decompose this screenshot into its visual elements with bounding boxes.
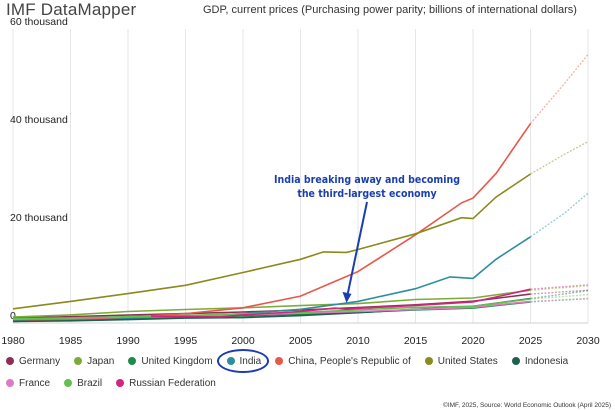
- y-tick-label: 0: [10, 310, 16, 322]
- legend-swatch: [6, 357, 14, 365]
- x-tick-label: 2025: [519, 335, 543, 347]
- y-tick-label: 60 thousand: [10, 16, 68, 28]
- series-line: [12, 289, 531, 318]
- legend-item[interactable]: Russian Federation: [116, 378, 216, 389]
- annotation-arrowhead: [342, 291, 352, 303]
- legend-label: France: [19, 377, 51, 389]
- series-line-projection: [530, 297, 589, 303]
- x-tick-label: 1995: [174, 335, 198, 347]
- legend-label: United Kingdom: [141, 355, 213, 367]
- legend-swatch: [275, 357, 284, 365]
- series-line: [12, 173, 531, 310]
- legend-swatch: [511, 357, 520, 365]
- legend-label: Russian Federation: [129, 377, 216, 389]
- x-tick-label: 2015: [404, 335, 428, 347]
- series-line-projection: [530, 290, 589, 300]
- legend-swatch: [64, 379, 73, 387]
- chart-title: GDP, current prices (Purchasing power pa…: [203, 4, 577, 16]
- series-line-projection: [530, 289, 589, 295]
- brand-logo-text: IMF DataMapper: [6, 0, 137, 19]
- legend-item[interactable]: Brazil: [64, 378, 102, 389]
- legend-label: Indonesia: [524, 355, 569, 367]
- legend-swatch: [74, 357, 83, 365]
- legend-highlight-ring: [216, 348, 269, 373]
- legend-label: Germany: [19, 355, 61, 367]
- legend-label: United States: [437, 355, 498, 367]
- series-line-projection: [529, 54, 589, 125]
- series-line-projection: [530, 293, 589, 300]
- legend-item[interactable]: France: [6, 378, 50, 389]
- legend-item[interactable]: India: [216, 348, 269, 373]
- legend-swatch: [424, 357, 433, 365]
- legend-item[interactable]: Indonesia: [511, 355, 569, 367]
- series-line: [12, 123, 532, 323]
- legend-row: Germany Japan United Kingdom India China, Pe…: [6, 348, 606, 373]
- legend-item[interactable]: Germany: [6, 356, 60, 367]
- legend-row: France Brazil Russian Federation: [6, 372, 606, 394]
- source-note: ©IMF, 2025, Source: World Economic Outlo…: [443, 402, 611, 409]
- x-tick-label: 1990: [116, 335, 140, 347]
- legend-label: China, People's Republic of: [288, 355, 411, 367]
- series-line-projection: [530, 285, 589, 291]
- x-tick-label: 2010: [346, 335, 370, 347]
- legend-swatch: [6, 379, 14, 387]
- series-line-projection: [530, 192, 589, 238]
- x-tick-label: 1985: [59, 335, 83, 347]
- legend-item[interactable]: United Kingdom: [128, 355, 213, 367]
- legend-swatch: [128, 357, 137, 365]
- x-tick-label: 2005: [289, 335, 313, 347]
- annotation-text: India breaking away and becoming: [274, 174, 460, 186]
- chart-legend: Germany Japan United Kingdom India China, Pe…: [6, 348, 606, 394]
- annotation-text: the third-largest economy: [297, 188, 436, 200]
- series-line-projection: [530, 284, 589, 290]
- series-line-projection: [530, 141, 589, 175]
- x-tick-label: 2000: [231, 335, 255, 347]
- series-line-projection: [530, 298, 589, 303]
- gdp-line-chart: 0 20 thousand 40 thousand 60 thousand 1980 19…: [1, 16, 600, 347]
- legend-label: Japan: [87, 355, 115, 367]
- legend-label: Brazil: [77, 377, 103, 389]
- y-tick-label: 40 thousand: [10, 114, 68, 126]
- x-tick-label: 2030: [576, 335, 600, 347]
- legend-item[interactable]: United States: [424, 355, 498, 367]
- series-line: [150, 288, 531, 318]
- annotation-arrow: [346, 201, 368, 296]
- legend-item[interactable]: China, People's Republic of: [275, 356, 411, 367]
- x-tick-label: 1980: [1, 335, 25, 347]
- series-line: [12, 236, 531, 322]
- legend-item[interactable]: Japan: [74, 356, 114, 367]
- y-tick-label: 20 thousand: [10, 212, 68, 224]
- x-tick-label: 2020: [461, 335, 485, 347]
- legend-swatch: [116, 379, 125, 387]
